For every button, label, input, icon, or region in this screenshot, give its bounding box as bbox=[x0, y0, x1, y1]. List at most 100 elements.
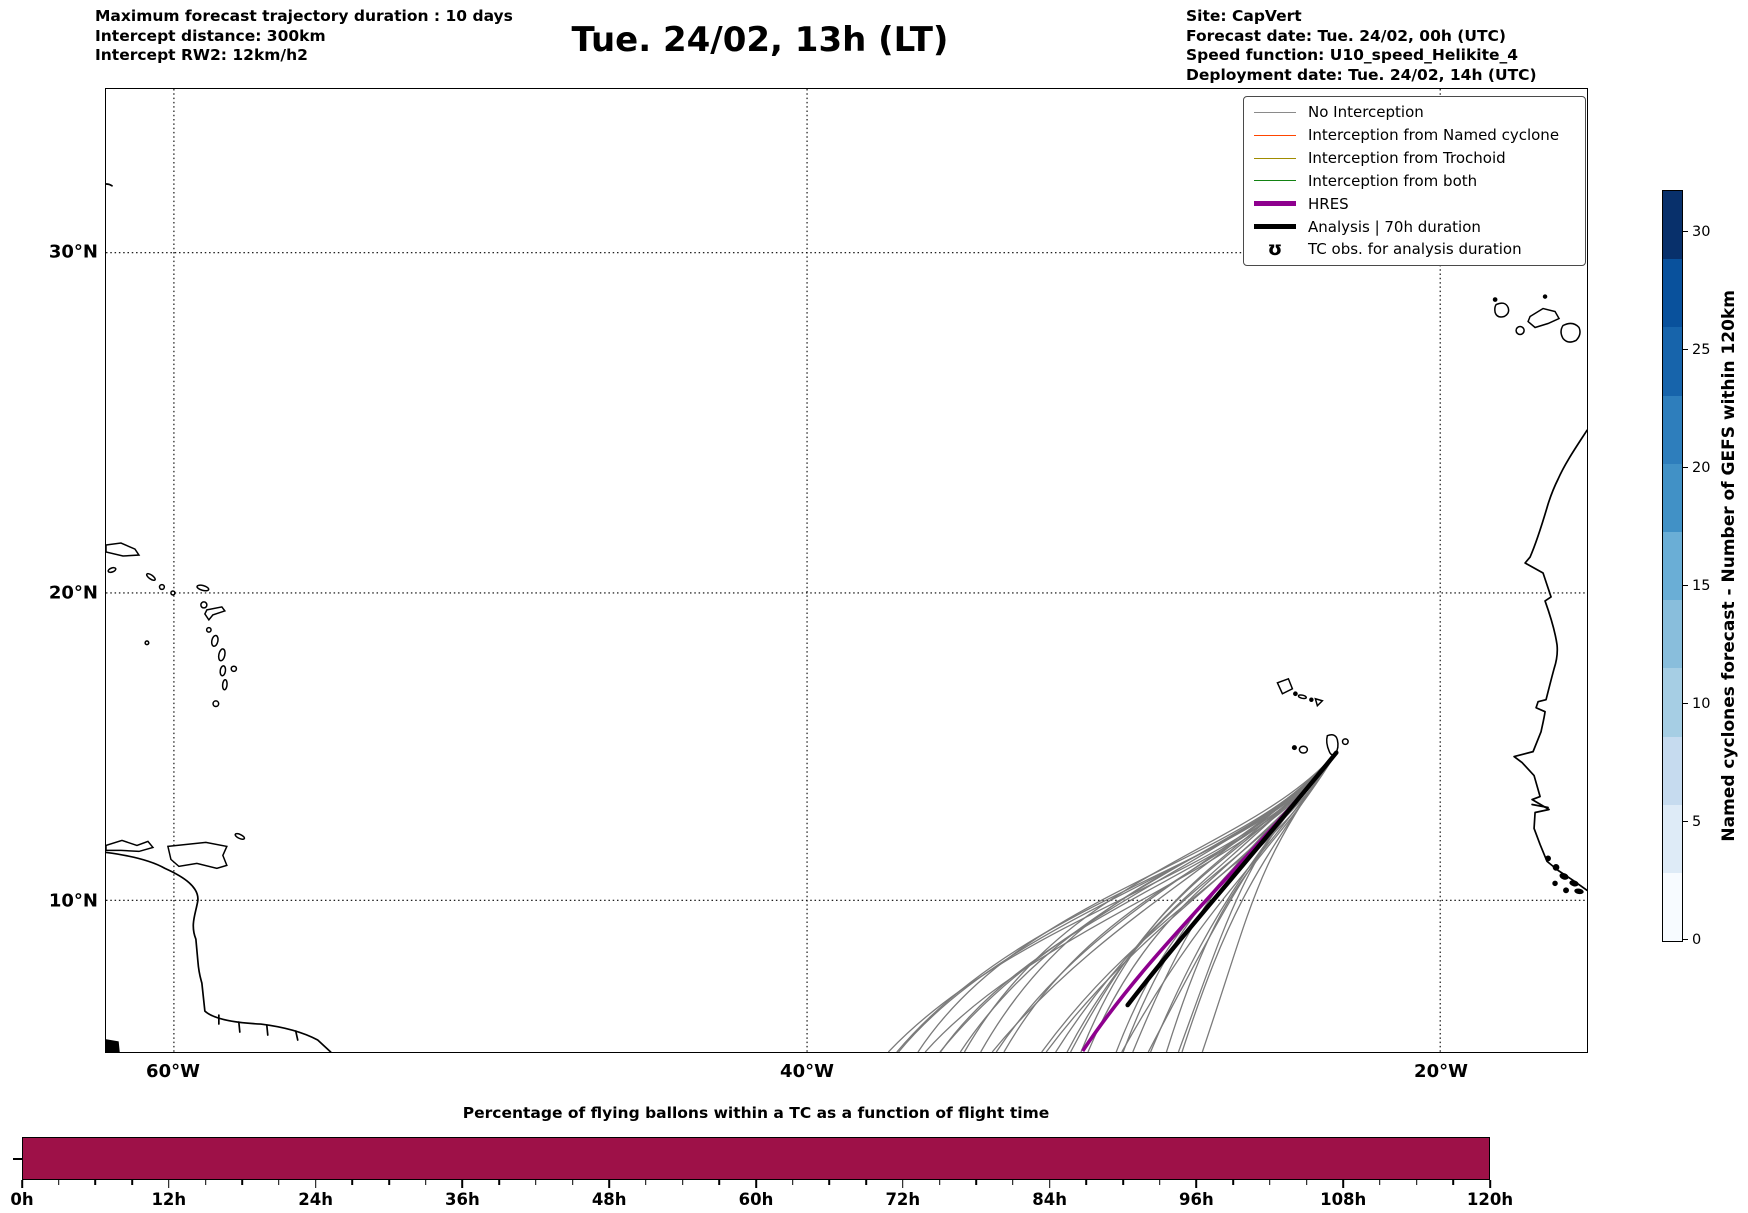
legend: No Interception Interception from Named … bbox=[1243, 96, 1586, 266]
xtick-label-108h: 108h bbox=[1320, 1190, 1367, 1209]
xtick-major bbox=[314, 1180, 317, 1188]
xtick-label-12h: 12h bbox=[151, 1190, 187, 1209]
xtick-major bbox=[1489, 1180, 1491, 1188]
legend-label: Interception from both bbox=[1308, 171, 1478, 190]
analysis-trajectory bbox=[1125, 750, 1339, 1008]
xtick-minor bbox=[1305, 1180, 1308, 1185]
max-duration-text: Maximum forecast trajectory duration : 1… bbox=[95, 7, 513, 25]
legend-label: Analysis | 70h duration bbox=[1308, 217, 1481, 236]
deployment-date-text: Deployment date: Tue. 24/02, 14h (UTC) bbox=[1186, 65, 1537, 84]
xtick-label-36h: 36h bbox=[445, 1190, 480, 1209]
xtick-minor bbox=[938, 1180, 941, 1185]
xtick-minor bbox=[1158, 1180, 1161, 1185]
legend-item-trochoid: Interception from Trochoid bbox=[1254, 147, 1575, 169]
xtick-major bbox=[1342, 1180, 1344, 1188]
xtick-minor bbox=[1085, 1180, 1088, 1185]
lat-label-10n: 10°N bbox=[48, 890, 98, 912]
figure-title: Tue. 24/02, 13h (LT) bbox=[571, 20, 949, 60]
colorbar-tick bbox=[1683, 585, 1688, 587]
xtick-minor bbox=[645, 1180, 647, 1185]
colorbar-band bbox=[1663, 668, 1682, 737]
xtick-minor bbox=[1232, 1180, 1234, 1185]
xtick-minor bbox=[278, 1180, 280, 1185]
xtick-minor bbox=[1012, 1180, 1014, 1185]
bottom-chart-ytick bbox=[13, 1158, 22, 1160]
xtick-minor bbox=[57, 1180, 60, 1185]
xtick-minor bbox=[535, 1180, 537, 1185]
colorbar-band bbox=[1663, 600, 1682, 669]
xtick-minor bbox=[131, 1180, 133, 1185]
xtick-label-84h: 84h bbox=[1032, 1190, 1067, 1209]
xtick-minor bbox=[1379, 1180, 1381, 1185]
xtick-minor bbox=[424, 1180, 427, 1185]
colorbar-tick-label: 15 bbox=[1692, 578, 1711, 594]
xtick-major bbox=[1048, 1180, 1051, 1188]
lat-label-30n: 30°N bbox=[48, 241, 98, 263]
colorbar-band bbox=[1663, 191, 1682, 260]
colorbar-tick-label: 30 bbox=[1692, 224, 1711, 240]
colorbar-tick bbox=[1683, 703, 1688, 705]
forecast-date-text: Forecast date: Tue. 24/02, 00h (UTC) bbox=[1186, 26, 1507, 45]
lon-label-20w: 20°W bbox=[1414, 1061, 1468, 1082]
xtick-label-96h: 96h bbox=[1179, 1190, 1214, 1209]
both-line-swatch bbox=[1254, 180, 1296, 182]
colorbar-tick-label: 0 bbox=[1692, 932, 1702, 948]
xtick-label-72h: 72h bbox=[885, 1190, 921, 1209]
lon-label-60w: 60°W bbox=[146, 1061, 200, 1082]
xtick-label-24h: 24h bbox=[298, 1190, 333, 1209]
xtick-minor bbox=[791, 1180, 794, 1185]
xtick-minor bbox=[1452, 1180, 1455, 1185]
xtick-minor bbox=[1122, 1180, 1124, 1185]
header-left-block: Maximum forecast trajectory duration : 1… bbox=[95, 7, 513, 66]
header-right-block: Site: CapVert Forecast date: Tue. 24/02,… bbox=[1186, 7, 1537, 85]
intercept-distance-text: Intercept distance: 300km bbox=[95, 26, 326, 45]
legend-item-no-interception: No Interception bbox=[1254, 101, 1575, 123]
xtick-label-120h: 120h bbox=[1466, 1190, 1514, 1209]
percentage-bar bbox=[22, 1137, 1490, 1180]
xtick-minor bbox=[388, 1180, 390, 1185]
xtick-major bbox=[168, 1180, 170, 1188]
colorbar-band bbox=[1663, 804, 1682, 873]
analysis-line-swatch bbox=[1254, 224, 1296, 230]
colorbar-band bbox=[1663, 531, 1682, 601]
xtick-minor bbox=[571, 1180, 574, 1185]
islands bbox=[106, 294, 1584, 1052]
xtick-minor bbox=[241, 1180, 243, 1185]
xtick-major bbox=[1195, 1180, 1198, 1188]
colorbar-tick bbox=[1683, 821, 1688, 823]
xtick-major bbox=[755, 1180, 757, 1188]
colorbar-tick-label: 25 bbox=[1692, 342, 1711, 358]
colorbar-tick bbox=[1683, 467, 1688, 469]
colorbar-tick-label: 20 bbox=[1692, 460, 1711, 476]
colorbar-tick bbox=[1683, 231, 1688, 233]
colorbar-tick-label: 5 bbox=[1692, 814, 1702, 830]
hres-line-swatch bbox=[1254, 201, 1296, 207]
colorbar-band bbox=[1663, 872, 1682, 942]
site-text: Site: CapVert bbox=[1186, 7, 1302, 25]
colorbar-axis-label: Named cyclones forecast - Number of GEFS… bbox=[1719, 290, 1739, 842]
xtick-major bbox=[608, 1180, 610, 1188]
legend-label: Interception from Named cyclone bbox=[1308, 126, 1560, 145]
xtick-major bbox=[461, 1180, 464, 1188]
named-cyclone-line-swatch bbox=[1254, 134, 1296, 136]
no-interception-line-swatch bbox=[1254, 111, 1296, 113]
xtick-minor bbox=[498, 1180, 500, 1185]
xtick-major bbox=[21, 1180, 23, 1188]
colorbar-band bbox=[1663, 395, 1682, 464]
coastlines bbox=[106, 183, 1587, 1052]
xtick-minor bbox=[1415, 1180, 1418, 1185]
xtick-minor bbox=[204, 1180, 207, 1185]
xtick-minor bbox=[1269, 1180, 1271, 1185]
legend-item-named-cyclone: Interception from Named cyclone bbox=[1254, 124, 1575, 146]
legend-item-tc-obs: ʊ TC obs. for analysis duration bbox=[1254, 238, 1575, 260]
xtick-major bbox=[902, 1180, 904, 1188]
colorbar-band bbox=[1663, 327, 1682, 396]
xtick-minor bbox=[975, 1180, 977, 1185]
speed-function-text: Speed function: U10_speed_Helikite_4 bbox=[1186, 46, 1519, 64]
tc-obs-icon: ʊ bbox=[1267, 237, 1283, 260]
legend-label: HRES bbox=[1308, 194, 1349, 213]
xtick-label-60h: 60h bbox=[738, 1190, 774, 1209]
xtick-label-48h: 48h bbox=[591, 1190, 627, 1209]
colorbar-tick bbox=[1683, 349, 1688, 351]
legend-item-hres: HRES bbox=[1254, 193, 1575, 215]
